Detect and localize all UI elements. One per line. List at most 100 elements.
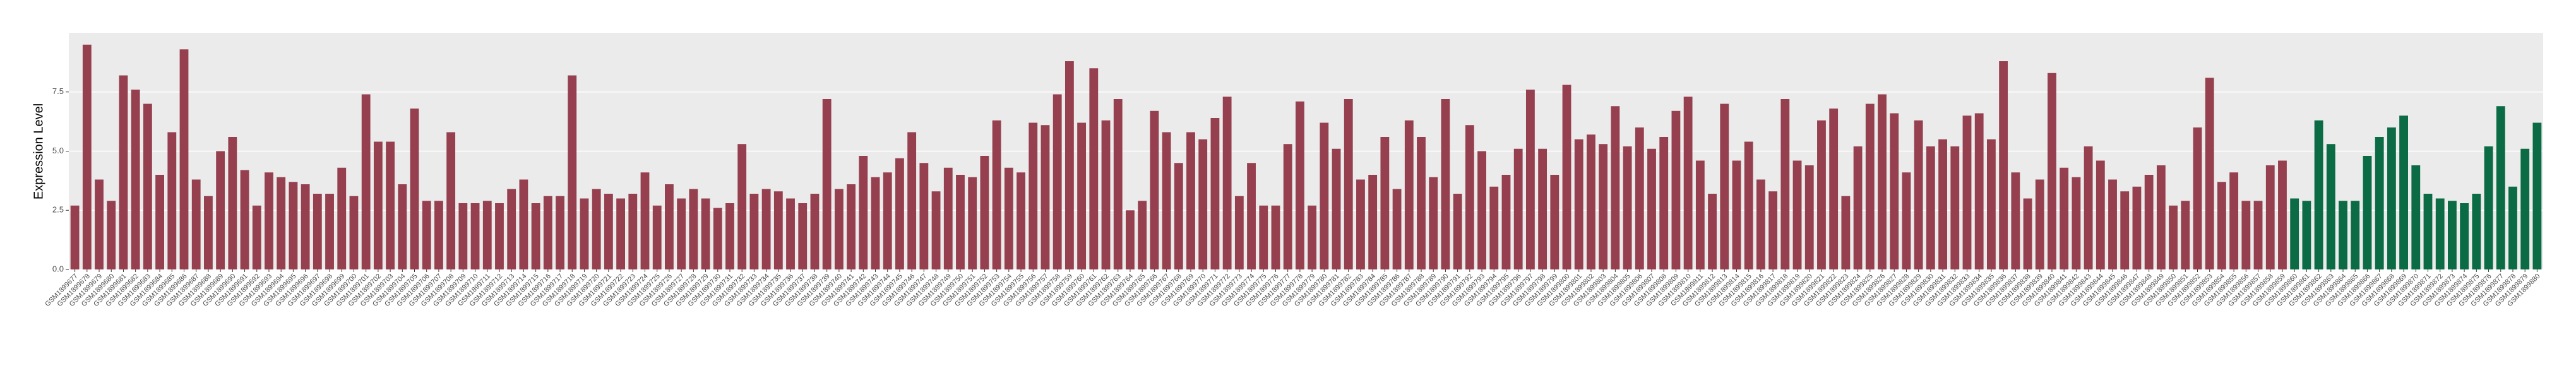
bar	[349, 196, 359, 269]
bar	[2205, 78, 2214, 269]
bar	[652, 205, 662, 269]
y-axis-title: Expression Level	[32, 103, 45, 199]
bar	[386, 141, 395, 269]
bar	[968, 177, 977, 269]
bar	[1890, 113, 1899, 269]
bar	[580, 198, 589, 269]
bar	[2435, 198, 2445, 269]
bar	[1465, 125, 1474, 269]
bar	[847, 184, 856, 269]
bar	[980, 156, 989, 269]
bar	[119, 75, 128, 269]
bar	[1283, 144, 1292, 269]
bar	[2072, 177, 2081, 269]
bar	[289, 182, 298, 269]
bar	[907, 132, 917, 269]
bar	[2035, 179, 2044, 269]
bar	[2241, 201, 2251, 269]
bar	[1986, 139, 1996, 269]
bar	[1635, 127, 1644, 269]
bar	[2229, 172, 2239, 269]
bar	[240, 170, 249, 269]
bar	[143, 103, 152, 269]
bar	[919, 163, 929, 269]
bar	[1198, 139, 1208, 269]
y-tick-label: 2.5	[52, 205, 64, 215]
bar	[1453, 194, 1462, 269]
bar	[1441, 99, 1450, 269]
bar	[2278, 160, 2287, 269]
bar	[1417, 137, 1426, 269]
bar	[2193, 127, 2202, 269]
bar	[519, 179, 528, 269]
bar	[1113, 99, 1123, 269]
bar	[956, 175, 965, 269]
y-tick-label: 0.0	[52, 264, 64, 273]
bar	[107, 201, 116, 269]
bar	[604, 194, 613, 269]
bar	[204, 196, 213, 269]
bar	[337, 167, 347, 269]
bar	[446, 132, 456, 269]
bar	[70, 205, 80, 269]
bar	[1853, 146, 1863, 269]
bar	[531, 203, 540, 269]
bar	[434, 201, 443, 269]
y-tick-label: 7.5	[52, 86, 64, 96]
bar	[1138, 201, 1147, 269]
bar	[1671, 110, 1681, 269]
bar	[1162, 132, 1171, 269]
bar	[895, 158, 904, 269]
bar	[2472, 194, 2481, 269]
bar	[871, 177, 880, 269]
bar	[1004, 167, 1013, 269]
bar	[2411, 165, 2421, 269]
bar	[1186, 132, 1195, 269]
bar	[1817, 120, 1826, 269]
bar	[1950, 146, 1960, 269]
bar	[1089, 68, 1099, 269]
bar	[640, 172, 650, 269]
bar	[761, 189, 771, 269]
bar	[677, 198, 686, 269]
bar	[373, 141, 383, 269]
bar	[1865, 103, 1875, 269]
bar	[1295, 101, 1304, 269]
bar	[1574, 139, 1583, 269]
bar	[495, 203, 504, 269]
bar	[992, 120, 1001, 269]
bar	[1756, 179, 1765, 269]
bar	[313, 194, 322, 269]
bar	[2448, 201, 2457, 269]
bar	[810, 194, 820, 269]
bar	[1878, 94, 1887, 269]
bar	[1064, 61, 1074, 269]
bar	[2375, 137, 2384, 269]
bar	[725, 203, 734, 269]
bar	[1623, 146, 1632, 269]
bar	[1938, 139, 1947, 269]
bar	[1611, 106, 1620, 269]
bar	[1683, 97, 1693, 269]
bar	[1768, 191, 1778, 269]
bar	[2169, 205, 2178, 269]
bar	[1732, 160, 1741, 269]
bar	[422, 201, 431, 269]
bar	[737, 144, 747, 269]
bar	[616, 198, 626, 269]
bar	[1126, 210, 1135, 269]
bar	[943, 167, 953, 269]
bar	[179, 49, 189, 269]
bar	[859, 156, 868, 269]
bar	[786, 198, 795, 269]
bar	[1501, 175, 1511, 269]
bar	[507, 189, 516, 269]
bar	[883, 172, 892, 269]
bar	[1829, 109, 1839, 269]
bar	[410, 109, 419, 269]
bar	[689, 189, 698, 269]
bar	[1356, 179, 1365, 269]
bar	[2217, 182, 2226, 269]
bar	[1052, 94, 1062, 269]
